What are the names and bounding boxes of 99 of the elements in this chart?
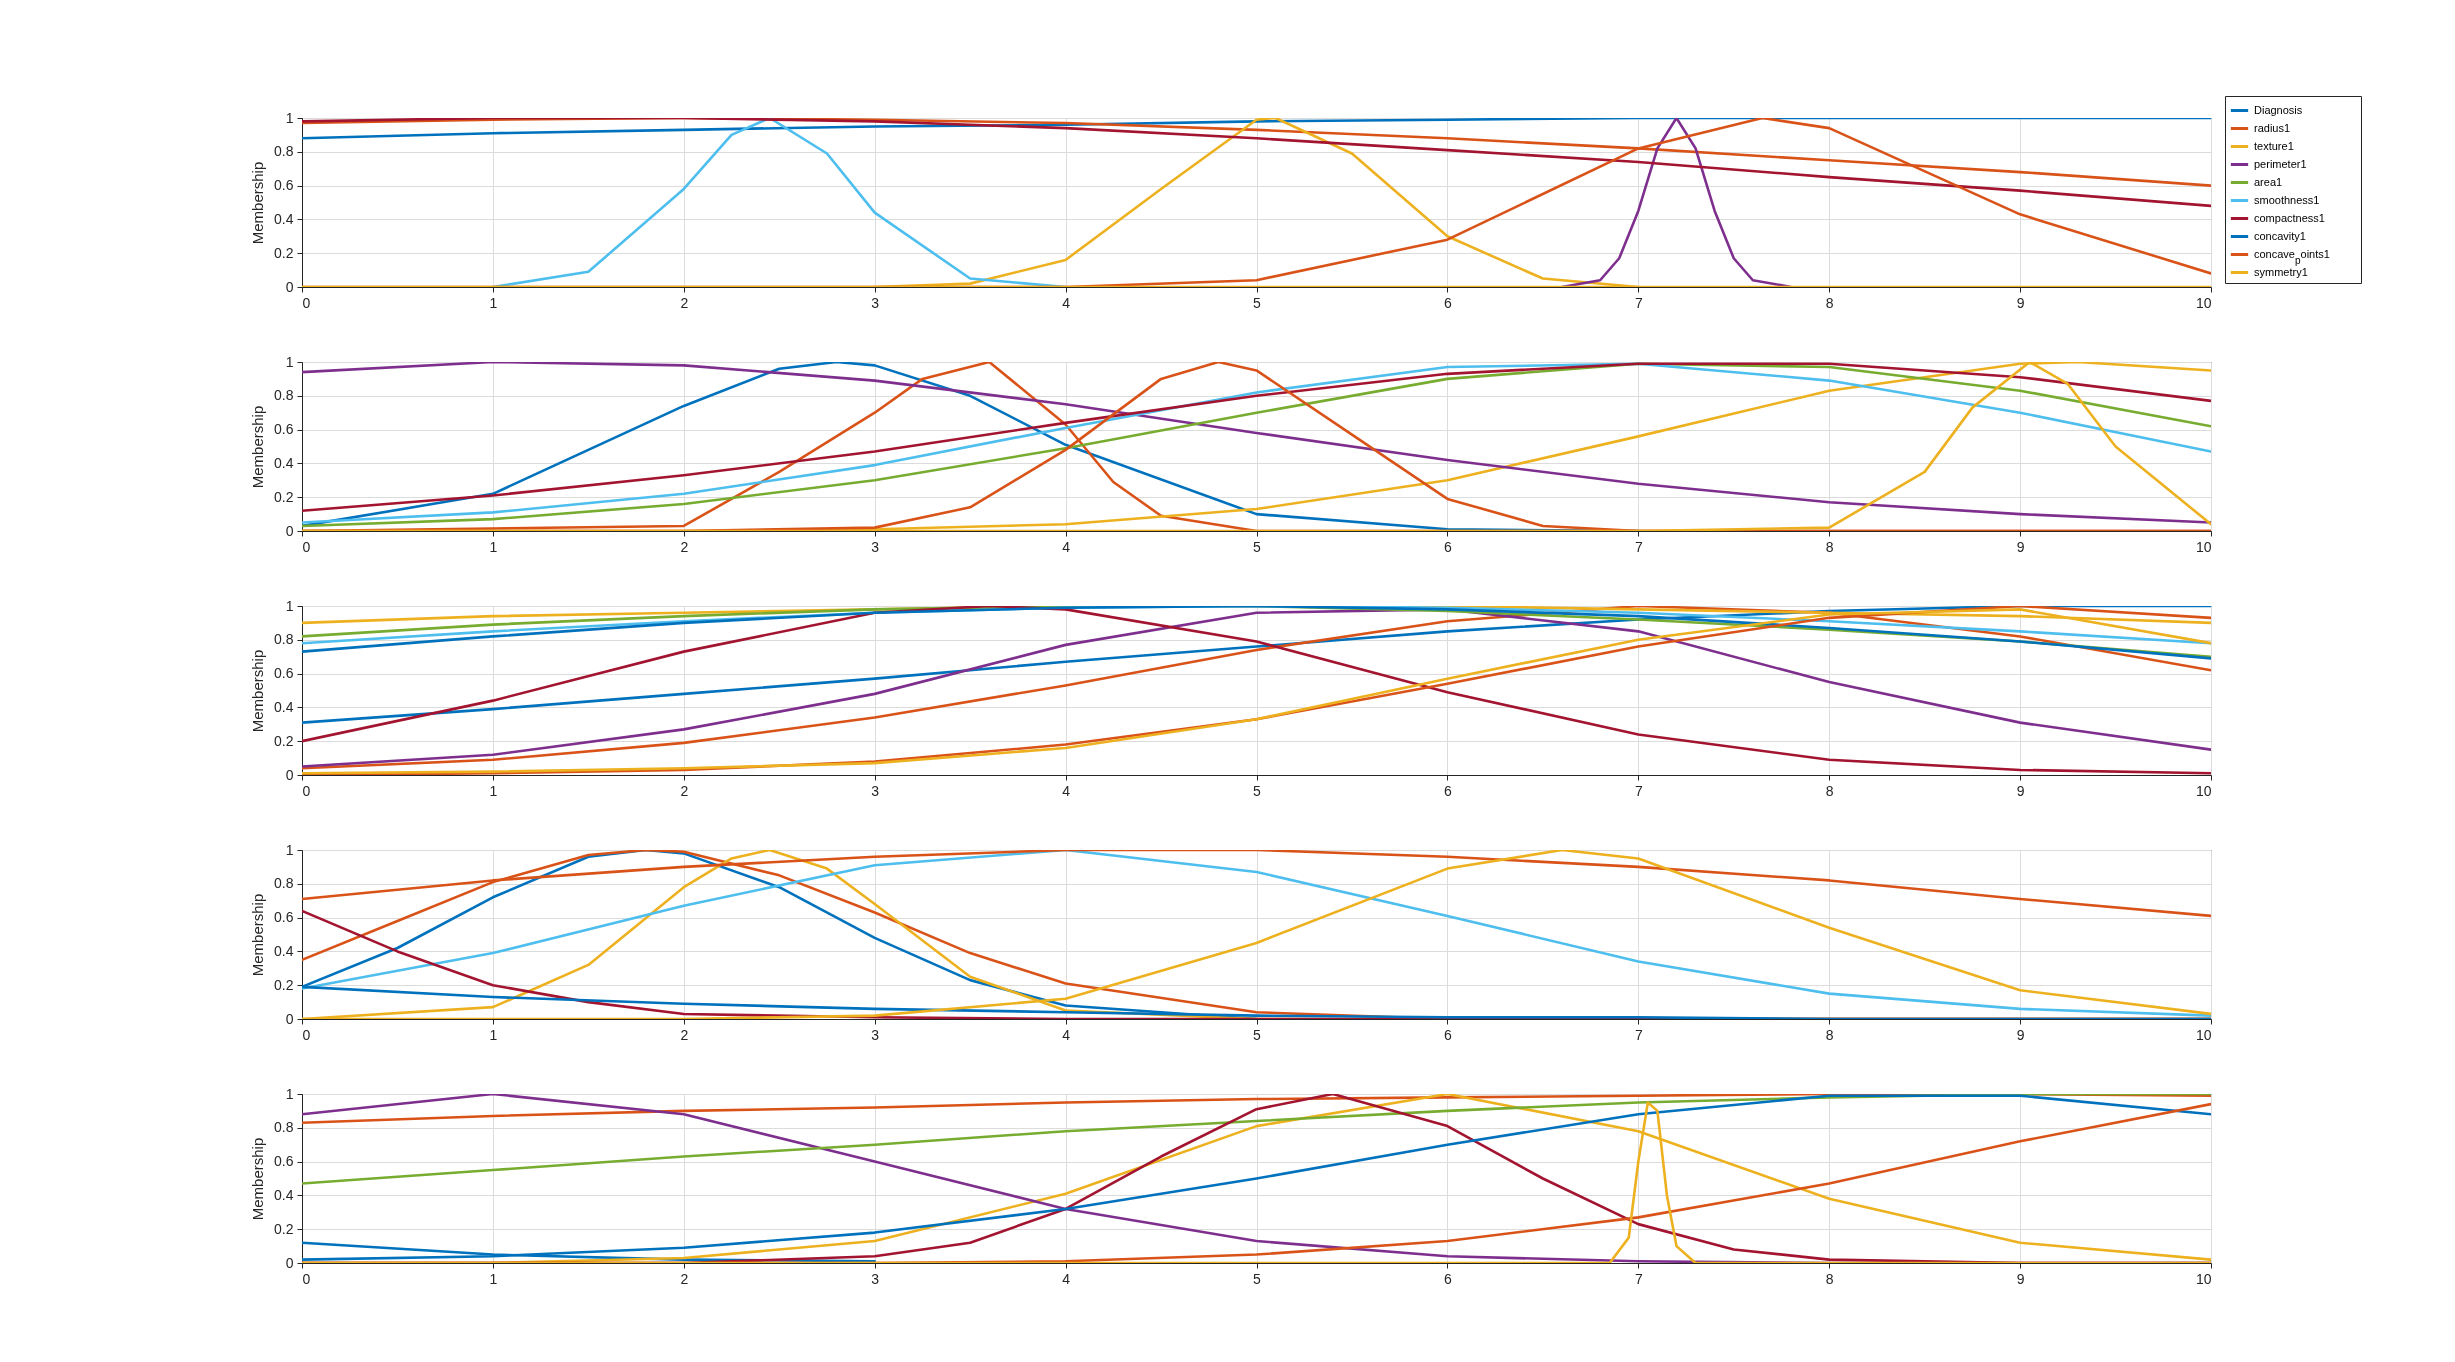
y-tick-label: 0.8 bbox=[274, 143, 294, 160]
y-tick-label: 0.8 bbox=[274, 875, 294, 892]
x-tick-label: 3 bbox=[871, 1026, 880, 1043]
y-tick-label: 1 bbox=[285, 109, 294, 126]
x-tick-label: 4 bbox=[1062, 782, 1071, 799]
x-tick-label: 7 bbox=[1634, 782, 1643, 799]
legend-label: symmetry1 bbox=[2254, 265, 2308, 278]
y-tick-label: 1 bbox=[285, 1085, 294, 1102]
x-tick-label: 8 bbox=[1825, 1270, 1834, 1287]
y-tick-label: 0.2 bbox=[274, 244, 294, 261]
x-tick-label: 2 bbox=[680, 294, 689, 311]
y-tick-label: 0 bbox=[285, 1254, 294, 1271]
x-tick-label: 5 bbox=[1253, 294, 1262, 311]
x-tick-label: 4 bbox=[1062, 538, 1071, 555]
y-tick-label: 0.2 bbox=[274, 1220, 294, 1237]
x-tick-label: 2 bbox=[680, 1270, 689, 1287]
y-tick-label: 0.2 bbox=[274, 976, 294, 993]
x-tick-label: 8 bbox=[1825, 1026, 1834, 1043]
y-tick-label: 0.2 bbox=[274, 732, 294, 749]
x-tick-label: 1 bbox=[489, 538, 498, 555]
y-tick-label: 0.4 bbox=[274, 454, 294, 471]
x-tick-label: 0 bbox=[302, 538, 311, 555]
x-tick-label: 1 bbox=[489, 1270, 498, 1287]
y-tick-label: 1 bbox=[285, 353, 294, 370]
x-tick-label: 10 bbox=[2195, 1270, 2212, 1287]
x-tick-label: 9 bbox=[2016, 1026, 2025, 1043]
y-tick-label: 0.6 bbox=[274, 665, 294, 682]
x-tick-label: 7 bbox=[1634, 294, 1643, 311]
legend-label: perimeter1 bbox=[2254, 157, 2307, 170]
x-tick-label: 2 bbox=[680, 1026, 689, 1043]
x-tick-label: 4 bbox=[1062, 1270, 1071, 1287]
y-axis-title: Membership bbox=[249, 649, 267, 733]
x-tick-label: 0 bbox=[302, 294, 311, 311]
x-tick-label: 3 bbox=[871, 782, 880, 799]
legend-label: concavity1 bbox=[2254, 229, 2306, 242]
x-tick-label: 6 bbox=[1444, 538, 1452, 555]
x-tick-label: 5 bbox=[1253, 1270, 1262, 1287]
x-tick-label: 5 bbox=[1253, 538, 1262, 555]
x-tick-label: 10 bbox=[2195, 1026, 2212, 1043]
y-tick-label: 0.6 bbox=[274, 1153, 294, 1170]
y-tick-label: 0.6 bbox=[274, 909, 294, 926]
x-tick-label: 5 bbox=[1253, 782, 1262, 799]
x-tick-label: 6 bbox=[1444, 1026, 1452, 1043]
x-tick-label: 9 bbox=[2016, 538, 2025, 555]
legend-label: radius1 bbox=[2254, 121, 2291, 134]
y-tick-label: 0.4 bbox=[274, 1186, 294, 1203]
x-tick-label: 10 bbox=[2195, 294, 2212, 311]
x-tick-label: 9 bbox=[2016, 1270, 2025, 1287]
x-tick-label: 10 bbox=[2195, 538, 2212, 555]
x-tick-label: 10 bbox=[2195, 782, 2212, 799]
x-tick-label: 5 bbox=[1253, 1026, 1262, 1043]
x-tick-label: 9 bbox=[2016, 782, 2025, 799]
x-tick-label: 4 bbox=[1062, 1026, 1071, 1043]
y-tick-label: 1 bbox=[285, 597, 294, 614]
x-tick-label: 9 bbox=[2016, 294, 2025, 311]
legend-label: texture1 bbox=[2254, 139, 2294, 152]
x-tick-label: 3 bbox=[871, 1270, 880, 1287]
x-tick-label: 7 bbox=[1634, 1026, 1643, 1043]
y-tick-label: 0.8 bbox=[274, 1119, 294, 1136]
y-tick-label: 0 bbox=[285, 522, 294, 539]
y-axis-title: Membership bbox=[249, 161, 267, 245]
x-tick-label: 4 bbox=[1062, 294, 1071, 311]
y-axis-title: Membership bbox=[249, 405, 267, 489]
x-tick-label: 3 bbox=[871, 538, 880, 555]
y-tick-label: 0.8 bbox=[274, 631, 294, 648]
y-tick-label: 0.6 bbox=[274, 177, 294, 194]
legend-label: compactness1 bbox=[2254, 211, 2325, 224]
y-tick-label: 0.2 bbox=[274, 488, 294, 505]
y-tick-label: 1 bbox=[285, 841, 294, 858]
x-tick-label: 8 bbox=[1825, 782, 1834, 799]
x-tick-label: 0 bbox=[302, 782, 311, 799]
x-tick-label: 3 bbox=[871, 294, 880, 311]
x-tick-label: 6 bbox=[1444, 1270, 1452, 1287]
y-axis-title: Membership bbox=[249, 1137, 267, 1221]
x-tick-label: 0 bbox=[302, 1270, 311, 1287]
x-tick-label: 1 bbox=[489, 782, 498, 799]
x-tick-label: 6 bbox=[1444, 782, 1452, 799]
y-tick-label: 0.6 bbox=[274, 421, 294, 438]
x-tick-label: 1 bbox=[489, 1026, 498, 1043]
x-tick-label: 8 bbox=[1825, 538, 1834, 555]
x-tick-label: 2 bbox=[680, 538, 689, 555]
x-tick-label: 8 bbox=[1825, 294, 1834, 311]
y-tick-label: 0 bbox=[285, 1010, 294, 1027]
x-tick-label: 0 bbox=[302, 1026, 311, 1043]
y-axis-title: Membership bbox=[249, 893, 267, 977]
x-tick-label: 2 bbox=[680, 782, 689, 799]
legend-label: Diagnosis bbox=[2254, 103, 2303, 116]
x-tick-label: 1 bbox=[489, 294, 498, 311]
y-tick-label: 0 bbox=[285, 766, 294, 783]
y-tick-label: 0.4 bbox=[274, 698, 294, 715]
x-tick-label: 7 bbox=[1634, 1270, 1643, 1287]
legend-label: smoothness1 bbox=[2254, 193, 2320, 206]
x-tick-label: 7 bbox=[1634, 538, 1643, 555]
y-tick-label: 0.4 bbox=[274, 210, 294, 227]
y-tick-label: 0 bbox=[285, 278, 294, 295]
legend-label: area1 bbox=[2254, 175, 2283, 188]
y-tick-label: 0.8 bbox=[274, 387, 294, 404]
y-tick-label: 0.4 bbox=[274, 942, 294, 959]
x-tick-label: 6 bbox=[1444, 294, 1452, 311]
